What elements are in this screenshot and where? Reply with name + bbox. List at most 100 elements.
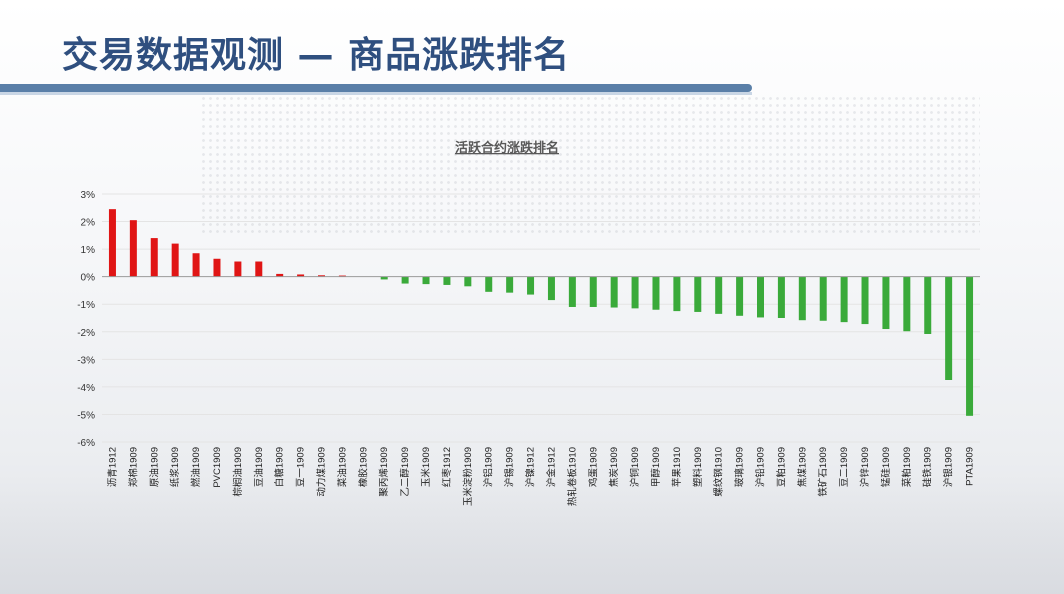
x-tick-label: PVC1909 — [212, 447, 223, 488]
bar — [192, 253, 200, 277]
bar — [485, 276, 493, 292]
bar — [924, 276, 932, 334]
x-tick-label: 苹果1910 — [671, 447, 683, 487]
x-tick-label: 甲醇1909 — [650, 447, 662, 487]
x-tick-label: 豆粕1909 — [775, 447, 787, 487]
bar — [401, 276, 409, 284]
y-tick-label: -4% — [77, 383, 95, 394]
x-tick-label: 塑料1909 — [692, 447, 704, 487]
bar — [527, 276, 535, 295]
bar — [882, 276, 890, 330]
y-axis-ticks: 3% 2% 1% 0% -1% -2% -3% -4% -5% -6% — [77, 190, 95, 449]
x-tick-label: 焦煤1909 — [796, 447, 808, 487]
bar — [171, 243, 179, 277]
bar — [547, 276, 555, 301]
bar — [506, 276, 514, 293]
x-tick-label: 棕榈油1909 — [232, 447, 244, 497]
bar — [255, 261, 263, 277]
bar — [819, 276, 827, 321]
x-tick-label: 沪镍1912 — [525, 447, 537, 487]
bar — [380, 276, 388, 280]
x-tick-label: 鸡蛋1909 — [587, 447, 599, 487]
x-tick-label: 豆二1909 — [839, 447, 850, 487]
x-tick-label: 豆油1909 — [253, 447, 265, 487]
grid-lines — [102, 193, 980, 443]
x-tick-label: 白糖1909 — [274, 447, 286, 487]
x-tick-label: 沪金1912 — [545, 447, 557, 487]
y-tick-label: -1% — [77, 300, 95, 311]
x-tick-label: 硅铁1909 — [922, 447, 934, 487]
bar — [631, 276, 639, 309]
bar — [966, 276, 974, 416]
y-tick-label: -3% — [77, 355, 95, 366]
bar — [297, 274, 305, 277]
x-tick-label: 沪锌1909 — [859, 447, 871, 487]
bar — [715, 276, 723, 314]
bar — [736, 276, 744, 316]
x-tick-label: 螺纹钢1910 — [713, 447, 725, 497]
slide-title: 交易数据观测 — 商品涨跌排名 — [62, 35, 571, 76]
bar — [129, 220, 137, 277]
chart-title: 活跃合约涨跌排名 — [455, 140, 559, 155]
title-underline-bar-light — [0, 92, 752, 95]
bar — [150, 238, 158, 277]
x-tick-label: 菜油1909 — [336, 447, 348, 487]
x-tick-label: 沪铅1909 — [755, 447, 767, 487]
x-tick-label: 豆一1909 — [296, 447, 307, 487]
bar — [798, 276, 806, 321]
world-map-background — [200, 95, 980, 235]
x-tick-label: 原油1909 — [148, 447, 160, 487]
x-tick-label: 热轧卷板1910 — [566, 447, 578, 506]
bar — [568, 276, 576, 307]
bars — [108, 209, 974, 416]
x-tick-label: PTA1909 — [965, 447, 976, 486]
city-skyline-background — [0, 474, 1064, 594]
x-tick-label: 玻璃1909 — [734, 447, 746, 487]
bar — [861, 276, 869, 325]
x-tick-label: 玉米1909 — [420, 447, 432, 487]
bar — [757, 276, 764, 318]
bar — [694, 276, 702, 312]
x-tick-label: 焦炭1909 — [608, 447, 620, 487]
x-tick-label: 锰硅1909 — [880, 447, 892, 487]
bar — [276, 273, 284, 277]
x-tick-label: 沪铜1909 — [629, 447, 641, 487]
x-tick-label: 沥青1912 — [106, 447, 118, 487]
x-tick-label: 沪铝1909 — [483, 447, 495, 487]
bar — [652, 276, 660, 310]
bar — [777, 276, 785, 318]
x-tick-label: 铁矿石1909 — [817, 447, 829, 497]
x-tick-label: 橡胶1909 — [357, 447, 369, 487]
bar — [108, 209, 116, 277]
title-underline-bar — [0, 84, 752, 92]
bar — [443, 276, 451, 285]
x-tick-label: 红枣1912 — [441, 447, 453, 487]
x-tick-label: 玉米淀粉1909 — [462, 447, 474, 506]
x-tick-label: 乙二醇1909 — [399, 447, 411, 497]
y-tick-label: 1% — [81, 245, 96, 256]
bar — [338, 275, 346, 277]
x-tick-label: 纸浆1909 — [169, 447, 181, 487]
x-tick-label: 燃油1909 — [190, 447, 202, 487]
x-tick-label: 动力煤1909 — [316, 447, 328, 497]
bar — [673, 276, 681, 312]
x-tick-label: 沪锡1909 — [504, 447, 516, 487]
bar — [464, 276, 472, 287]
y-tick-label: 0% — [81, 273, 96, 284]
y-tick-label: 2% — [81, 218, 96, 229]
bar — [945, 276, 953, 380]
bar — [610, 276, 618, 308]
bar — [234, 261, 242, 277]
y-tick-label: -5% — [77, 410, 95, 421]
y-tick-label: 3% — [81, 190, 96, 201]
bar — [840, 276, 848, 323]
x-tick-label: 郑棉1909 — [127, 447, 139, 487]
x-tick-label: 聚丙烯1909 — [378, 447, 390, 497]
bar — [422, 276, 430, 285]
bar — [318, 275, 325, 277]
y-tick-label: -2% — [77, 328, 95, 339]
x-axis-labels: 沥青1912 郑棉1909 原油1909 纸浆1909 燃油1909 PVC1909 棕榈油… — [106, 447, 975, 506]
bar — [589, 276, 597, 307]
bar — [903, 276, 911, 332]
